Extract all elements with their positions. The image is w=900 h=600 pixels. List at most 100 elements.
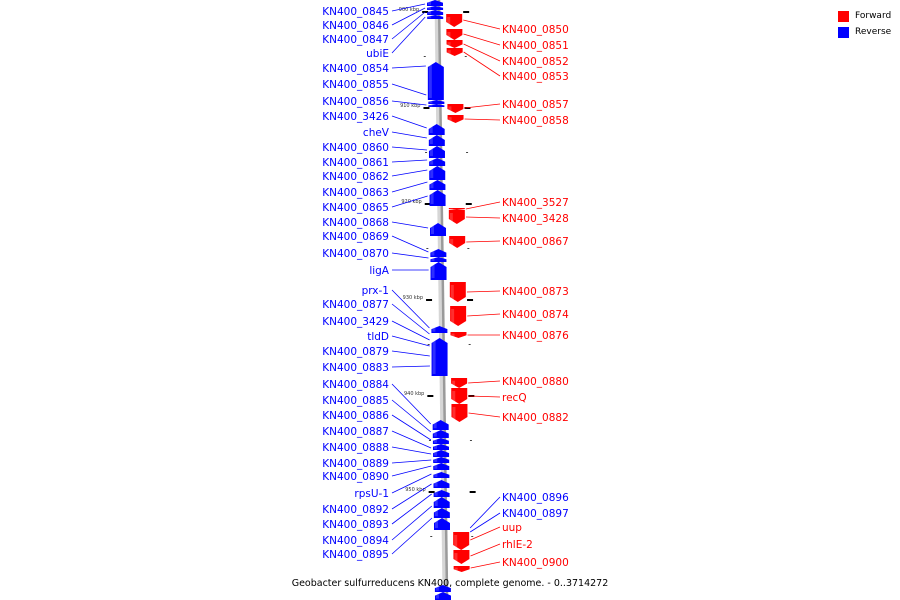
- reverse-gene-label: KN400_0868: [322, 217, 389, 229]
- forward-gene-label: KN400_0850: [502, 24, 569, 36]
- reverse-gene: [428, 135, 445, 146]
- reverse-leader-line: [391, 100, 427, 106]
- reverse-gene: [433, 463, 450, 470]
- forward-gene-highlight: [448, 117, 452, 122]
- reverse-leader-line: [391, 303, 430, 335]
- reverse-gene-highlight: [428, 11, 432, 15]
- forward-gene-label: KN400_0852: [502, 56, 569, 68]
- reverse-gene: [429, 190, 446, 206]
- reverse-gene-highlight: [431, 265, 435, 278]
- reverse-gene-label: ubiE: [366, 48, 389, 60]
- reverse-gene-label: ligA: [369, 265, 389, 277]
- legend-label-forward: Forward: [855, 10, 892, 21]
- reverse-gene-label: tldD: [367, 331, 389, 343]
- reverse-gene-highlight: [434, 458, 438, 462]
- forward-gene-highlight: [449, 208, 453, 210]
- minor-tick-right: [468, 344, 471, 345]
- forward-gene-label: KN400_0858: [502, 115, 569, 127]
- reverse-gene: [432, 420, 449, 430]
- scale-label: 940 kbp: [404, 391, 424, 397]
- reverse-gene-highlight: [430, 182, 434, 189]
- forward-leader-line: [465, 216, 501, 219]
- forward-leader-line: [463, 33, 501, 46]
- reverse-gene: [433, 457, 450, 463]
- reverse-gene-highlight: [434, 473, 438, 477]
- reverse-gene-label: rpsU-1: [354, 488, 389, 500]
- reverse-gene-highlight: [433, 445, 437, 449]
- forward-gene-highlight: [450, 285, 454, 300]
- reverse-leader-line: [391, 159, 428, 163]
- forward-leader-line: [464, 118, 501, 121]
- reverse-leader-line: [391, 235, 429, 253]
- forward-leader-line: [463, 51, 501, 77]
- forward-gene-label: KN400_0851: [502, 40, 569, 52]
- reverse-gene: [430, 257, 447, 262]
- forward-gene: [449, 236, 466, 248]
- reverse-gene-highlight: [431, 251, 435, 256]
- minor-tick-left: [426, 248, 429, 249]
- reverse-gene: [427, 0, 443, 6]
- scale-tick-right: [467, 299, 474, 301]
- scale-tick-left: [423, 107, 430, 109]
- forward-gene: [450, 332, 467, 338]
- reverse-gene-label: KN400_3426: [322, 111, 389, 123]
- reverse-gene: [430, 262, 447, 280]
- reverse-gene: [433, 490, 450, 497]
- reverse-gene: [429, 180, 446, 190]
- reverse-leader-line: [391, 289, 430, 329]
- reverse-leader-line: [391, 169, 428, 177]
- reverse-gene-label: KN400_0860: [322, 142, 389, 154]
- reverse-gene-label: KN400_0890: [322, 471, 389, 483]
- reverse-gene-highlight: [431, 258, 435, 262]
- forward-gene: [451, 388, 468, 404]
- scale-label: 920 kbp: [401, 199, 421, 205]
- forward-gene: [448, 210, 465, 224]
- reverse-gene-highlight: [428, 16, 432, 19]
- reverse-gene: [434, 585, 451, 592]
- reverse-gene: [427, 10, 444, 15]
- reverse-gene-label: KN400_0865: [322, 202, 389, 214]
- reverse-gene-highlight: [434, 499, 438, 507]
- genome-caption: Geobacter sulfurreducens KN400, complete…: [291, 578, 609, 589]
- forward-gene-label: KN400_0867: [502, 236, 569, 248]
- forward-gene-label: KN400_0873: [502, 286, 569, 298]
- reverse-gene-label: KN400_0856: [322, 96, 389, 108]
- reverse-gene-highlight: [430, 160, 434, 165]
- forward-leader-line: [468, 412, 501, 418]
- scale-label: 930 kbp: [403, 295, 423, 301]
- reverse-gene-highlight: [434, 482, 438, 487]
- reverse-leader-line: [391, 221, 429, 229]
- reverse-gene-label: KN400_0883: [322, 362, 389, 374]
- legend-label-reverse: Reverse: [855, 26, 892, 37]
- forward-gene-highlight: [452, 407, 456, 420]
- reverse-leader-line: [391, 399, 432, 433]
- reverse-leader-line: [391, 320, 430, 341]
- reverse-gene: [433, 480, 450, 488]
- forward-gene-highlight: [450, 239, 454, 246]
- forward-gene-highlight: [451, 309, 455, 324]
- minor-tick-left: [430, 536, 433, 537]
- reverse-gene-highlight: [432, 327, 436, 332]
- reverse-swatch: [838, 26, 849, 38]
- forward-leader-line: [468, 380, 501, 384]
- scale-tick-left: [427, 395, 434, 397]
- reverse-gene-label: KN400_0894: [322, 535, 389, 547]
- reverse-gene-label: KN400_0892: [322, 504, 389, 516]
- reverse-leader-line: [391, 505, 433, 541]
- forward-gene-label: KN400_0876: [502, 330, 569, 342]
- forward-leader-line: [470, 526, 501, 541]
- reverse-gene-highlight: [429, 149, 433, 156]
- reverse-leader-line: [391, 383, 432, 425]
- forward-gene-label: KN400_0880: [502, 376, 569, 388]
- reverse-gene: [432, 444, 449, 450]
- reverse-leader-line: [391, 115, 427, 129]
- minor-tick-right: [467, 248, 470, 249]
- forward-gene-label: KN400_3527: [502, 197, 569, 209]
- forward-gene-highlight: [447, 31, 451, 39]
- reverse-gene-label: KN400_0847: [322, 34, 389, 46]
- forward-gene: [453, 550, 470, 564]
- reverse-gene-label: KN400_0888: [322, 442, 389, 454]
- reverse-leader-line: [391, 11, 426, 40]
- forward-gene-highlight: [447, 17, 451, 25]
- forward-gene-highlight: [449, 213, 453, 222]
